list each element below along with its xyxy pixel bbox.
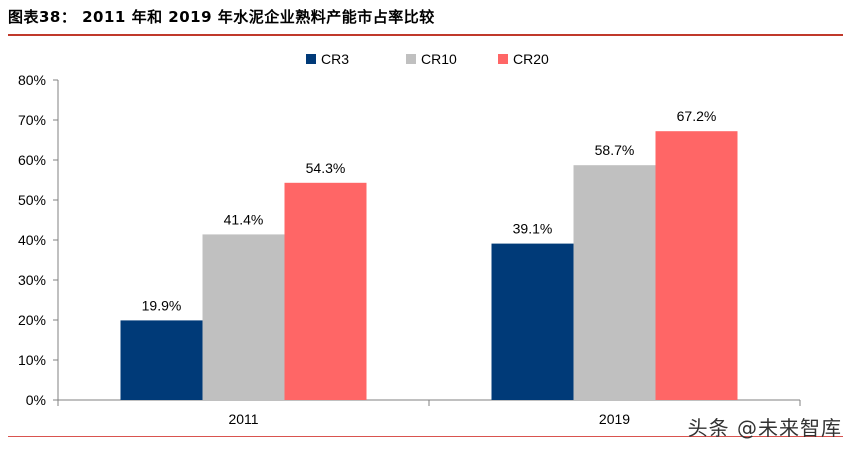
- bar-cr10-2011: [202, 234, 285, 400]
- y-tick-label: 20%: [18, 312, 46, 328]
- chart-title: 图表38： 2011 年和 2019 年水泥企业熟料产能市占率比较: [8, 8, 435, 26]
- y-tick-label: 50%: [18, 192, 46, 208]
- y-tick-label: 60%: [18, 152, 46, 168]
- y-tick-label: 80%: [18, 72, 46, 88]
- x-tick-label: 2011: [228, 411, 258, 427]
- bar-cr20-2011: [284, 182, 367, 400]
- legend-swatch-cr20: [498, 54, 508, 64]
- bar-cr20-2019: [655, 131, 738, 400]
- bar-cr3-2019: [491, 243, 574, 400]
- legend-label-cr20: CR20: [513, 51, 549, 67]
- y-tick-label: 10%: [18, 352, 46, 368]
- y-tick-label: 30%: [18, 272, 46, 288]
- data-label: 19.9%: [142, 297, 182, 313]
- y-tick-label: 0%: [26, 392, 46, 408]
- x-tick-label: 2019: [599, 411, 630, 427]
- y-tick-label: 40%: [18, 232, 46, 248]
- bar-cr3-2011: [120, 320, 203, 400]
- data-label: 67.2%: [677, 108, 717, 124]
- watermark-text: 头条 @未来智库: [687, 416, 842, 440]
- footer-rule: [8, 436, 843, 437]
- data-label: 39.1%: [513, 221, 553, 237]
- data-label: 41.4%: [224, 211, 264, 227]
- data-label: 58.7%: [595, 142, 635, 158]
- title-underline: [8, 34, 843, 36]
- bar-cr10-2019: [573, 165, 656, 400]
- legend-label-cr3: CR3: [321, 51, 349, 67]
- data-label: 54.3%: [306, 160, 346, 176]
- legend-label-cr10: CR10: [421, 51, 457, 67]
- y-tick-label: 70%: [18, 112, 46, 128]
- legend-swatch-cr3: [306, 54, 316, 64]
- legend-swatch-cr10: [406, 54, 416, 64]
